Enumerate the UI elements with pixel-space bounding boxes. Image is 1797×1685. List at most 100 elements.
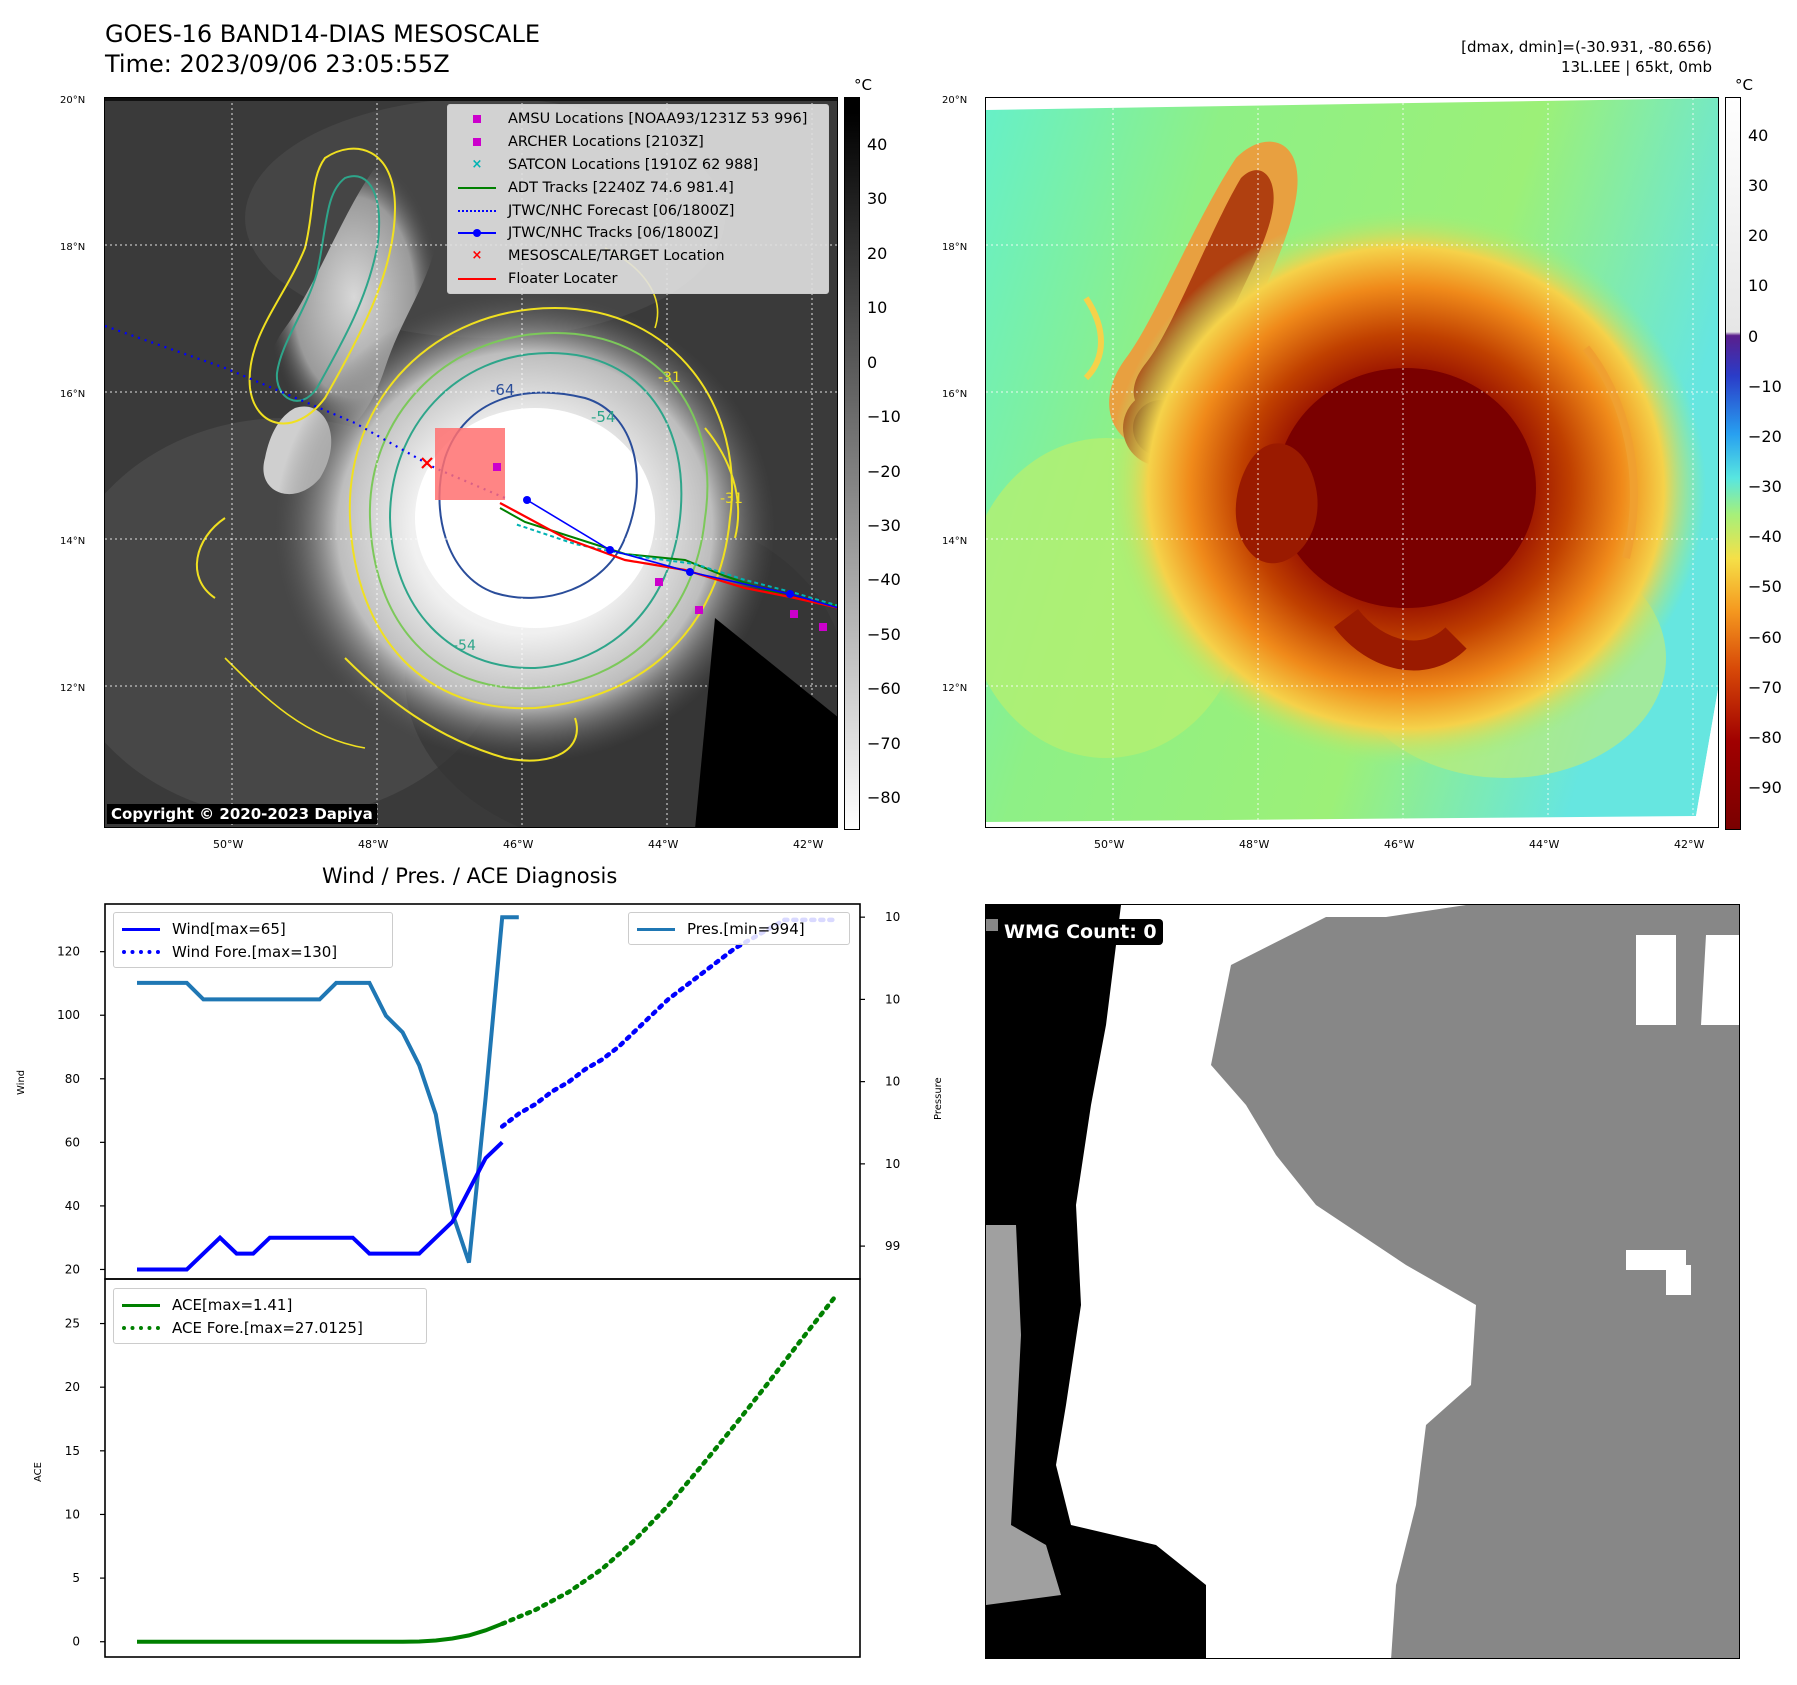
ir-legend: AMSU Locations [NOAA93/1231Z 53 996] ARC… — [447, 104, 829, 295]
lon-tick: 42°W — [1674, 838, 1705, 851]
colorbar-tick: −40 — [1748, 527, 1782, 547]
contour-label: -31 — [658, 370, 681, 386]
lon-tick: 46°W — [1384, 838, 1415, 851]
square-marker-icon — [458, 112, 496, 126]
lon-tick: 48°W — [1239, 838, 1270, 851]
dmax-dmin-label: [dmax, dmin]=(-30.931, -80.656) — [1461, 38, 1712, 56]
storm-label: 13L.LEE | 65kt, 0mb — [1561, 58, 1712, 76]
colorbar-tick: 40 — [1748, 126, 1769, 145]
colorbar-tick: 40 — [867, 134, 888, 154]
lat-tick: 14°N — [942, 536, 968, 547]
lon-tick: 44°W — [648, 838, 679, 851]
colorbar-tick: −10 — [867, 407, 901, 427]
line-marker-icon — [458, 272, 496, 286]
legend-item: × SATCON Locations [1910Z 62 988] — [448, 154, 828, 177]
lon-tick: 42°W — [793, 838, 824, 851]
y-tick-label: 40 — [65, 1199, 80, 1213]
y-tick-label: 0 — [72, 1635, 80, 1649]
lat-tick: 20°N — [942, 95, 968, 106]
y-tick-label: 5 — [72, 1571, 80, 1585]
dotted-line-icon — [122, 1321, 160, 1335]
wind-series-line — [137, 1140, 504, 1272]
lat-tick: 12°N — [60, 683, 86, 694]
color-colorbar-unit: °C — [1735, 76, 1753, 94]
y-tick-label: 10 — [65, 1507, 80, 1521]
colorbar-tick: −10 — [1748, 376, 1782, 396]
dotted-line-icon — [458, 204, 496, 218]
colorbar-tick: −50 — [1748, 577, 1782, 597]
legend-item: ACE Fore.[max=27.0125] — [114, 1316, 426, 1339]
color-colorbar — [1725, 97, 1741, 830]
y-tick-label: 120 — [57, 945, 80, 959]
contour-label: -31 — [720, 491, 743, 507]
square-marker-icon — [458, 135, 496, 149]
line-marker-icon — [458, 181, 496, 195]
diagnosis-title: Wind / Pres. / ACE Diagnosis — [322, 864, 618, 888]
wind-axis-label: Wind — [16, 1069, 27, 1095]
colorbar-tick: 10 — [867, 298, 888, 318]
colorbar-tick: 20 — [1748, 226, 1769, 246]
y-tick-label: 20 — [65, 1262, 80, 1276]
lat-tick: 16°N — [942, 389, 968, 400]
legend-item: JTWC/NHC Forecast [06/1800Z] — [448, 199, 828, 222]
pressure-legend: Pres.[min=994] — [628, 912, 850, 945]
legend-item: × MESOSCALE/TARGET Location — [448, 245, 828, 268]
lat-tick: 20°N — [60, 95, 86, 106]
y-tick-label: 15 — [65, 1444, 80, 1458]
line-marker-icon — [122, 922, 160, 936]
legend-item: ARCHER Locations [2103Z] — [448, 131, 828, 154]
ace-series-line — [137, 1621, 503, 1644]
copyright-label: Copyright © 2020-2023 Dapiya — [107, 804, 377, 824]
colorbar-tick: −70 — [1748, 677, 1782, 697]
color-map-panel — [985, 97, 1719, 828]
legend-item: Wind[max=65] — [114, 917, 392, 940]
wmg-image — [986, 905, 1739, 1658]
wind-forecast-series-line — [499, 917, 837, 1129]
colorbar-tick: 30 — [1748, 176, 1769, 196]
y-tick-label: 80 — [65, 1072, 80, 1086]
lon-tick: 50°W — [213, 838, 244, 851]
contour-label: -54 — [591, 408, 616, 426]
wmg-panel: WMG Count: 0 — [985, 904, 1740, 1659]
line-marker-icon — [122, 1298, 160, 1312]
ir-colorbar-unit: °C — [854, 76, 872, 94]
pressure-axis-label: Pressure — [933, 1077, 944, 1120]
y-tick-label: 100 — [57, 1008, 80, 1022]
colorbar-tick: −80 — [867, 788, 901, 808]
dotted-line-icon — [122, 945, 160, 959]
legend-item: JTWC/NHC Tracks [06/1800Z] — [448, 222, 828, 245]
lon-tick: 44°W — [1529, 838, 1560, 851]
ir-colorbar — [844, 97, 860, 830]
legend-item: ACE[max=1.41] — [114, 1293, 426, 1316]
ace-forecast-series-line — [499, 1295, 837, 1627]
colorbar-tick: 0 — [1748, 326, 1759, 346]
color-map-image — [986, 98, 1718, 827]
y-tick-label: 25 — [65, 1317, 80, 1331]
lat-tick: 18°N — [942, 242, 968, 253]
legend-item: Wind Fore.[max=130] — [114, 940, 392, 963]
colorbar-tick: −60 — [867, 679, 901, 699]
ace-legend: ACE[max=1.41] ACE Fore.[max=27.0125] — [113, 1288, 427, 1344]
colorbar-tick: −90 — [1748, 778, 1782, 798]
lat-tick: 16°N — [60, 389, 86, 400]
wmg-count-label: WMG Count: 0 — [998, 919, 1163, 945]
line-marker-icon — [637, 922, 675, 936]
figure-time: Time: 2023/09/06 23:05:55Z — [105, 50, 450, 78]
ace-axis-label: ACE — [33, 1462, 44, 1482]
lat-tick: 12°N — [942, 683, 968, 694]
colorbar-tick: 0 — [867, 352, 878, 372]
figure-title: GOES-16 BAND14-DIAS MESOSCALE — [105, 20, 541, 48]
lat-tick: 14°N — [60, 536, 86, 547]
colorbar-tick: 10 — [1748, 276, 1769, 296]
colorbar-tick: 30 — [867, 189, 888, 209]
colorbar-tick: 20 — [867, 243, 888, 263]
y-tick-label: 1000 — [885, 1157, 900, 1171]
legend-item: Pres.[min=994] — [629, 917, 849, 940]
wind-legend: Wind[max=65] Wind Fore.[max=130] — [113, 912, 393, 968]
lon-tick: 50°W — [1094, 838, 1125, 851]
colorbar-tick: −30 — [1748, 477, 1782, 497]
